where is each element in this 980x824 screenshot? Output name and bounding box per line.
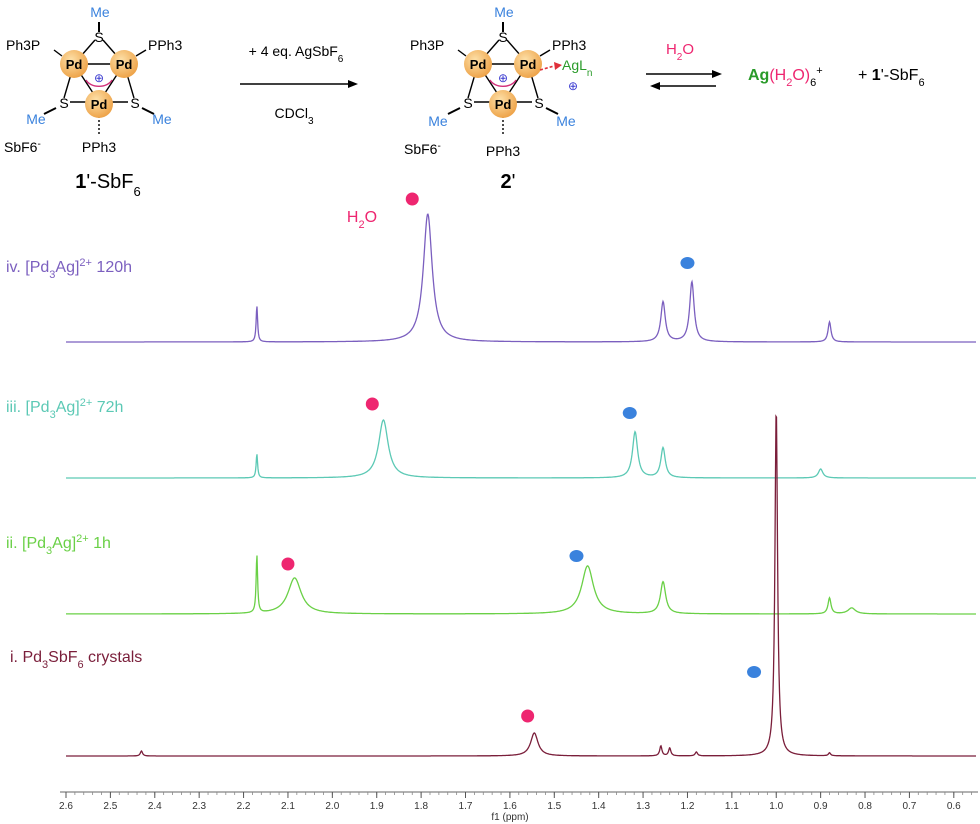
pd-atom: [60, 50, 88, 78]
silver-ligand-label: AgLn: [562, 57, 592, 79]
x-tick-label: 2.2: [237, 801, 251, 812]
x-tick-label: 1.6: [503, 801, 517, 812]
x-tick-label: 0.6: [947, 801, 961, 812]
methyl-label: Me: [152, 111, 172, 127]
methyl-label: Me: [556, 113, 576, 129]
pd-label: Pd: [520, 57, 537, 72]
pd-atom: [110, 50, 138, 78]
x-tick-label: 1.0: [769, 801, 783, 812]
charge-symbol: ⊕: [568, 79, 578, 93]
reactant-cluster: Pd Pd Pd ⊕ S S S Me Me Me Ph3P PPh3 PPh3…: [4, 4, 182, 199]
sulfur-label: S: [463, 95, 472, 111]
sulfur-label: S: [534, 95, 543, 111]
x-tick-label: 2.3: [192, 801, 206, 812]
sulfur-label: S: [498, 29, 507, 45]
methyl-label: Me: [90, 4, 110, 20]
sulfur-label: S: [94, 29, 103, 45]
spectrum-trace: [66, 213, 976, 343]
methyl-label: Me: [494, 4, 514, 20]
product-cluster: Pd Pd Pd ⊕ S S S Me Me Me Ph3P PPh3 PPh3…: [404, 4, 592, 193]
x-tick-label: 0.9: [814, 801, 828, 812]
x-tick-label: 2.1: [281, 801, 295, 812]
equilibrium-arrow: H2O: [646, 41, 722, 90]
final-product-ag: Ag(H2O)6+: [748, 65, 823, 89]
x-tick-label: 1.5: [547, 801, 561, 812]
x-tick-label: 2.4: [148, 801, 162, 812]
water-peak-marker: [281, 557, 295, 571]
phosphine-label: Ph3P: [6, 37, 40, 53]
counterion-label: SbF6-: [404, 141, 441, 158]
x-tick-label: 0.7: [902, 801, 916, 812]
x-tick-label: 1.2: [681, 801, 695, 812]
phosphine-label: PPh3: [82, 139, 116, 155]
pd-atom: [514, 50, 542, 78]
series-label: i. Pd3SbF6 crystals: [10, 649, 142, 671]
pd-atom: [85, 90, 113, 118]
x-tick-label: 2.6: [59, 801, 73, 812]
methyl-label: Me: [428, 113, 448, 129]
x-axis: 2.6 2.5 2.4 2.3 2.2 2.1 2.0 1.9 1.8 1.7 1.6 1.5 1.4 1…: [59, 791, 978, 812]
spectra-group: iv. [Pd3Ag]2+ 120h iii. [Pd3Ag]2+ 72h ii. …: [6, 192, 976, 757]
x-tick-label: 1.3: [636, 801, 650, 812]
final-product-cluster: + 1'-SbF6: [858, 67, 925, 89]
reaction-scheme: Pd Pd Pd ⊕ S S S Me Me Me Ph3P PPh3 PPh3…: [4, 4, 925, 199]
water-peak-marker: [521, 709, 535, 723]
solvent-label: CDCl3: [274, 105, 313, 127]
x-tick-label: 1.1: [725, 801, 739, 812]
x-axis-label: f1 (ppm): [491, 812, 528, 823]
series-label: iv. [Pd3Ag]2+ 120h: [6, 257, 132, 281]
charge-symbol: ⊕: [498, 71, 508, 85]
phosphine-label: PPh3: [552, 37, 586, 53]
pd-label: Pd: [495, 97, 512, 112]
methyl-peak-marker: [680, 257, 695, 269]
water-peak-marker: [405, 192, 419, 206]
counterion-label: SbF6-: [4, 139, 41, 156]
spectrum-trace: [66, 419, 976, 479]
series-label: ii. [Pd3Ag]2+ 1h: [6, 533, 111, 557]
x-tick-label: 1.4: [592, 801, 606, 812]
water-label: H2O: [666, 41, 694, 63]
pd-label: Pd: [66, 57, 83, 72]
series-label: iii. [Pd3Ag]2+ 72h: [6, 397, 123, 421]
charge-symbol: ⊕: [94, 71, 104, 85]
sulfur-label: S: [130, 95, 139, 111]
methyl-peak-marker: [622, 407, 637, 419]
phosphine-label: PPh3: [486, 143, 520, 159]
x-tick-label: 2.5: [103, 801, 117, 812]
methyl-peak-marker: [747, 666, 762, 678]
spectrum-trace: [66, 555, 976, 615]
compound-label-1: 1'-SbF6: [75, 171, 141, 199]
x-tick-label: 1.9: [370, 801, 384, 812]
compound-label-2: 2': [501, 171, 516, 193]
reagent-label: + 4 eq. AgSbF6: [249, 43, 344, 65]
water-annotation: H2O: [347, 209, 377, 231]
x-tick-label: 2.0: [325, 801, 339, 812]
reaction-arrow: + 4 eq. AgSbF6 CDCl3: [240, 43, 358, 127]
pd-label: Pd: [470, 57, 487, 72]
water-peak-marker: [365, 397, 379, 411]
x-tick-label: 1.8: [414, 801, 428, 812]
methyl-label: Me: [26, 111, 46, 127]
x-tick-label: 0.8: [858, 801, 872, 812]
pd-atom: [489, 90, 517, 118]
spectrum-trace: [66, 414, 976, 757]
methyl-peak-marker: [569, 550, 584, 562]
phosphine-label: PPh3: [148, 37, 182, 53]
sulfur-label: S: [59, 95, 68, 111]
pd-atom: [464, 50, 492, 78]
pd-label: Pd: [91, 97, 108, 112]
x-tick-label: 1.7: [459, 801, 473, 812]
pd-label: Pd: [116, 57, 133, 72]
phosphine-label: Ph3P: [410, 37, 444, 53]
